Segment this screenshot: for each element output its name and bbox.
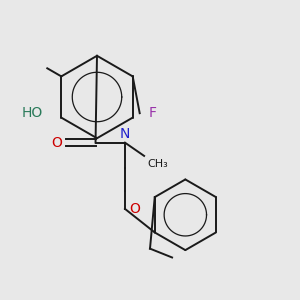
- Text: HO: HO: [21, 106, 43, 120]
- Text: N: N: [120, 127, 130, 141]
- Text: F: F: [148, 106, 157, 120]
- Text: O: O: [51, 136, 62, 150]
- Text: CH₃: CH₃: [147, 159, 168, 169]
- Text: O: O: [129, 202, 140, 216]
